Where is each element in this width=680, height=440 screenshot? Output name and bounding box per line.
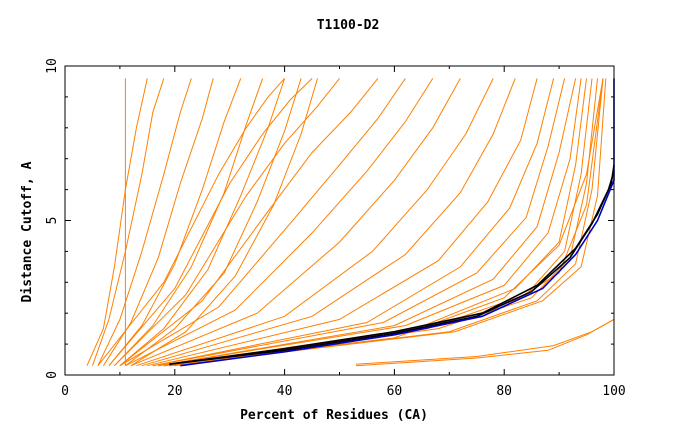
series-line-10	[97, 78, 285, 367]
series-line-13	[119, 78, 379, 367]
x-tick-label: 0	[61, 384, 69, 399]
series-line-18	[141, 78, 516, 367]
series-line-35	[180, 78, 615, 367]
series-line-2	[92, 78, 165, 366]
series-line-29	[163, 78, 604, 367]
x-axis-label: Percent of Residues (CA)	[240, 408, 428, 423]
series-line-17	[136, 78, 494, 367]
x-tick-label: 40	[277, 384, 293, 399]
series-line-19	[147, 78, 538, 367]
series-line-12	[114, 78, 340, 367]
series-line-3	[97, 78, 192, 366]
series-line-1	[86, 78, 148, 366]
series-line-25	[163, 78, 593, 367]
series-layer	[86, 78, 615, 367]
series-line-16	[130, 78, 461, 367]
series-line-28	[169, 78, 607, 367]
y-tick-label: 10	[45, 58, 60, 74]
series-line-22	[158, 78, 577, 367]
y-axis-label: Distance Cutoff, A	[20, 161, 35, 302]
y-tick-label: 0	[45, 371, 60, 379]
series-line-7	[119, 78, 286, 367]
series-line-9	[130, 78, 318, 367]
series-line-20	[152, 78, 555, 367]
series-line-14	[119, 78, 406, 367]
series-line-11	[108, 78, 313, 367]
plot-frame	[64, 65, 615, 376]
series-line-8	[125, 78, 302, 367]
x-tick-label: 20	[167, 384, 183, 399]
series-line-34	[169, 164, 615, 365]
series-line-27	[169, 78, 604, 367]
series-line-5	[108, 78, 242, 367]
series-line-6	[114, 78, 264, 367]
series-line-23	[158, 78, 582, 367]
chart-title: T1100-D2	[317, 18, 380, 33]
y-tick-label: 5	[45, 217, 60, 225]
series-line-21	[152, 78, 566, 367]
x-tick-label: 100	[602, 384, 625, 399]
tick-layer: 0 20 40 60 80 100 0 5 10	[45, 58, 626, 399]
series-line-32	[355, 318, 615, 365]
series-line-15	[125, 78, 434, 367]
x-tick-label: 60	[387, 384, 403, 399]
x-tick-label: 80	[496, 384, 512, 399]
